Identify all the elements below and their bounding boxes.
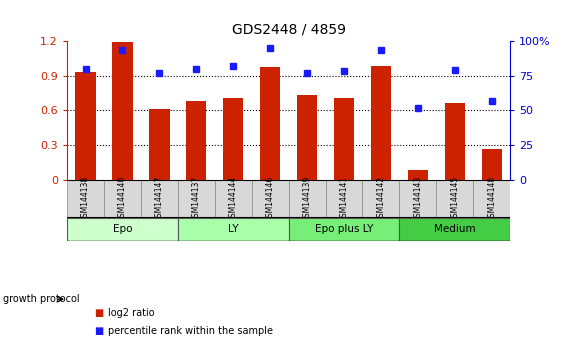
Text: GSM144145: GSM144145 (450, 176, 459, 222)
Bar (186, 101, 206, 180)
Text: growth protocol: growth protocol (3, 294, 79, 304)
Bar (104, 180, 141, 218)
Text: GSM144144: GSM144144 (229, 176, 238, 222)
Text: ■: ■ (94, 326, 104, 336)
Text: Medium: Medium (434, 224, 476, 234)
Text: GSM144148: GSM144148 (487, 176, 496, 222)
Bar (473, 180, 510, 218)
Text: Epo plus LY: Epo plus LY (315, 224, 373, 234)
Bar (223, 98, 243, 180)
Text: LY: LY (228, 224, 238, 234)
Bar (215, 180, 252, 218)
Bar (334, 98, 354, 180)
Text: GSM144138: GSM144138 (81, 176, 90, 222)
Text: GSM144143: GSM144143 (413, 176, 422, 222)
Text: Epo: Epo (113, 224, 132, 234)
Text: GSM144142: GSM144142 (377, 176, 385, 222)
Bar (178, 218, 289, 241)
Bar (445, 103, 465, 180)
Text: log2 ratio: log2 ratio (108, 308, 154, 318)
Bar (75, 72, 96, 180)
Bar (260, 67, 280, 180)
Bar (297, 95, 317, 180)
Text: GSM144147: GSM144147 (155, 176, 164, 222)
Bar (178, 180, 215, 218)
Bar (67, 218, 178, 241)
Bar (399, 218, 510, 241)
Bar (325, 180, 363, 218)
Bar (436, 180, 473, 218)
Text: percentile rank within the sample: percentile rank within the sample (108, 326, 273, 336)
Bar (252, 180, 289, 218)
Bar (289, 218, 399, 241)
Title: GDS2448 / 4859: GDS2448 / 4859 (231, 23, 346, 37)
Bar (149, 109, 170, 180)
Bar (141, 180, 178, 218)
Text: ■: ■ (94, 308, 104, 318)
Bar (67, 180, 104, 218)
Text: GSM144146: GSM144146 (266, 176, 275, 222)
Bar (482, 149, 502, 180)
Bar (289, 180, 325, 218)
Bar (408, 170, 428, 180)
Bar (363, 180, 399, 218)
Text: GSM144140: GSM144140 (118, 176, 127, 222)
Bar (399, 180, 436, 218)
Text: GSM144137: GSM144137 (192, 176, 201, 222)
Text: GSM144139: GSM144139 (303, 176, 311, 222)
Bar (113, 42, 132, 180)
Text: GSM144141: GSM144141 (339, 176, 349, 222)
Bar (371, 66, 391, 180)
